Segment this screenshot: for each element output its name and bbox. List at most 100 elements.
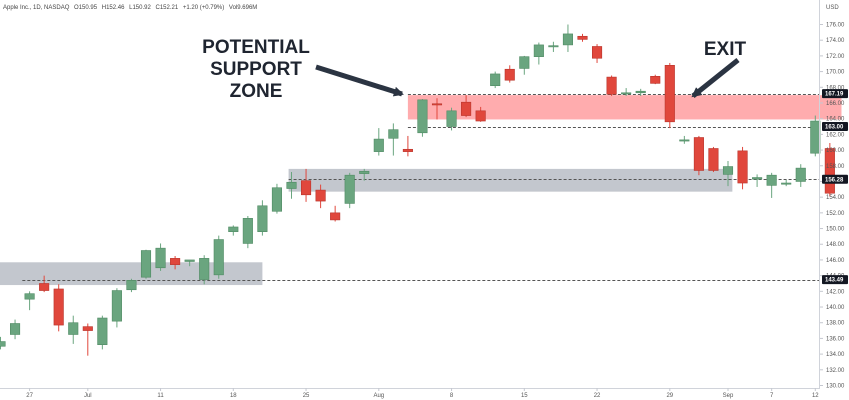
candle-body — [446, 110, 457, 127]
candle-body — [402, 148, 413, 152]
candle-body — [315, 189, 326, 202]
resistance-zone — [407, 95, 842, 120]
time-tick-label: 15 — [521, 393, 528, 399]
candle-body — [504, 68, 515, 81]
time-tick-label: Sep — [723, 393, 734, 399]
candle — [242, 215, 253, 249]
price-tick-label: 170.00 — [826, 70, 845, 76]
candle — [39, 275, 50, 293]
candle — [97, 315, 108, 350]
candle-body — [650, 75, 661, 84]
candle-body — [475, 110, 486, 122]
candle-body — [679, 139, 690, 142]
candle-body — [199, 258, 210, 280]
candle-body — [271, 187, 283, 212]
candle — [24, 291, 35, 311]
price-tick-label: 136.00 — [826, 336, 845, 342]
time-tick-label: Aug — [373, 393, 384, 399]
candle — [664, 62, 675, 129]
candle-body — [810, 120, 821, 154]
currency-label: USD — [826, 5, 839, 11]
candle — [431, 98, 443, 120]
candle — [228, 225, 239, 236]
candles — [0, 24, 835, 356]
candle — [286, 172, 297, 199]
candle-body — [562, 33, 574, 46]
candle-body — [591, 46, 603, 59]
candle — [621, 88, 632, 96]
price-level-label: 167.19 — [825, 92, 844, 98]
support-annotation-line1: POTENTIAL — [202, 37, 310, 58]
candle — [330, 205, 341, 222]
candle-body — [53, 288, 64, 326]
candle — [170, 256, 181, 270]
candle — [388, 123, 399, 156]
time-tick-label: 12 — [812, 393, 819, 399]
candle — [548, 41, 559, 52]
candle — [315, 184, 326, 209]
candle-body — [10, 323, 21, 335]
price-tick-label: 130.00 — [826, 384, 845, 390]
candle-body — [388, 129, 399, 139]
price-tick-label: 134.00 — [826, 352, 845, 358]
candle-body — [533, 44, 544, 57]
price-tick-label: 166.00 — [826, 101, 845, 107]
candle-body — [461, 101, 472, 116]
legend-low: 150.92 — [132, 5, 151, 11]
candle-body — [126, 280, 137, 291]
time-axis-ticks: 27 Jul 11 18 25 Aug 8 15 22 29 Sep 7 12 — [26, 388, 819, 399]
candle — [68, 315, 79, 344]
candle-body — [635, 90, 646, 94]
candle-body — [693, 137, 704, 171]
candle-body — [170, 258, 181, 265]
price-tick-label: 176.00 — [826, 23, 845, 29]
candle-body — [140, 250, 152, 278]
time-tick-label: Jul — [84, 393, 92, 399]
price-tick-label: 160.00 — [826, 148, 845, 154]
price-tick-label: 146.00 — [826, 258, 845, 264]
price-tick-label: 162.00 — [826, 132, 845, 138]
candle-body — [330, 212, 341, 221]
candle — [359, 168, 370, 181]
legend-open: 150.95 — [79, 5, 98, 11]
price-level-badge — [822, 174, 848, 184]
candle — [344, 172, 355, 209]
time-tick-label: 22 — [594, 393, 601, 399]
candle-body — [490, 73, 501, 87]
candle-body — [82, 326, 93, 331]
candle-body — [431, 103, 443, 106]
candle-body — [242, 218, 253, 244]
price-level-badge — [822, 89, 848, 99]
candle-body — [257, 205, 268, 232]
candle-body — [359, 170, 370, 174]
legend-close-label: C — [156, 5, 161, 11]
candle-body — [417, 99, 428, 134]
price-level-label: 156.28 — [825, 177, 844, 183]
price-tick-label: 142.00 — [826, 289, 845, 295]
candle — [82, 323, 93, 356]
candle — [752, 174, 763, 187]
price-tick-label: 152.00 — [826, 211, 845, 217]
candle-body — [766, 174, 777, 186]
candle-body — [795, 167, 806, 182]
candle — [475, 106, 486, 122]
price-level-badge — [822, 275, 848, 285]
candle — [519, 55, 530, 75]
support-annotation-line3: ZONE — [230, 81, 283, 102]
candle — [126, 278, 137, 293]
candle-body — [664, 65, 675, 123]
candle-body — [213, 239, 224, 276]
price-tick-label: 168.00 — [826, 85, 845, 91]
support-zone-1 — [0, 262, 263, 286]
legend-close: 152.21 — [160, 5, 179, 11]
price-tick-label: 150.00 — [826, 227, 845, 233]
candle — [635, 88, 646, 96]
candle-body — [577, 35, 588, 40]
time-tick-label: 8 — [450, 393, 454, 399]
candle — [562, 24, 574, 52]
candle — [591, 44, 603, 63]
candle — [650, 74, 661, 85]
candle — [810, 115, 821, 157]
candle-body — [228, 226, 239, 232]
